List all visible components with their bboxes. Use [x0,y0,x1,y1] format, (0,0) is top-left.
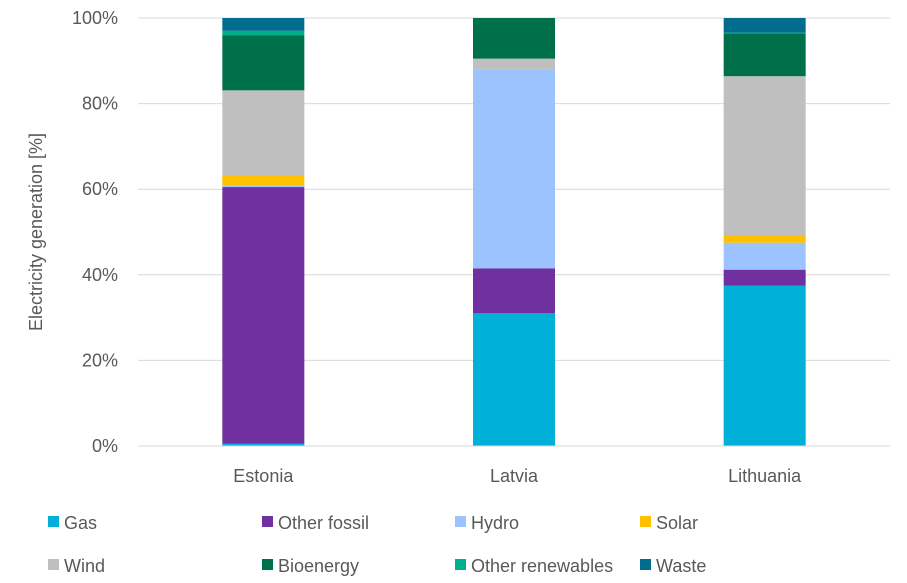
bar-segment-gas [723,285,806,446]
bar-segment-wind [222,90,305,176]
bar-segment-other-renewables [222,30,305,36]
legend-item-hydro: Hydro [455,513,519,533]
legend-label: Waste [656,556,706,576]
bar-stack-latvia [473,18,555,446]
bar-segment-hydro [222,185,305,188]
legend-item-gas: Gas [48,513,97,533]
bar-segment-bioenergy [222,35,305,91]
x-axis-tick-labels: Estonia Latvia Lithuania [233,466,802,486]
legend: Gas Other fossil Hydro Solar Wind Bioenergy Ot… [48,513,706,576]
legend-label: Wind [64,556,105,576]
bar-segment-solar [222,175,305,186]
legend-item-wind: Wind [48,556,105,576]
x-tick-label: Lithuania [728,466,802,486]
legend-label: Other renewables [471,556,613,576]
bar-segment-hydro [723,242,806,270]
legend-label: Hydro [471,513,519,533]
bar-stack-lithuania [723,18,806,446]
bar-stack-estonia [222,18,305,446]
legend-swatch [640,516,651,527]
legend-label: Bioenergy [278,556,359,576]
bar-segment-other-fossil [473,268,555,314]
legend-item-bioenergy: Bioenergy [262,556,359,576]
legend-label: Solar [656,513,698,533]
bar-segment-other-fossil [723,269,806,286]
legend-swatch [262,559,273,570]
bar-segment-bioenergy [473,18,555,59]
legend-swatch [262,516,273,527]
legend-item-other-renewables: Other renewables [455,556,613,576]
bars [222,18,806,446]
bar-segment-other-renewables [723,32,806,34]
legend-item-solar: Solar [640,513,698,533]
bar-segment-gas [222,443,305,446]
bar-segment-bioenergy [723,33,806,77]
y-axis-title: Electricity generation [%] [26,133,46,331]
x-tick-label: Latvia [490,466,539,486]
x-tick-label: Estonia [233,466,294,486]
y-tick-label: 40% [82,265,118,285]
y-tick-label: 80% [82,94,118,114]
legend-swatch [640,559,651,570]
bar-segment-waste [222,18,305,31]
legend-swatch [48,516,59,527]
legend-swatch [455,559,466,570]
bar-segment-gas [473,313,555,446]
y-tick-label: 60% [82,179,118,199]
legend-item-other-fossil: Other fossil [262,513,369,533]
legend-label: Gas [64,513,97,533]
bar-segment-hydro [473,69,555,269]
bar-segment-wind [723,76,806,235]
y-tick-label: 20% [82,350,118,370]
legend-swatch [48,559,59,570]
y-tick-label: 0% [92,436,118,456]
y-tick-label: 100% [72,8,118,28]
legend-swatch [455,516,466,527]
legend-item-waste: Waste [640,556,706,576]
legend-label: Other fossil [278,513,369,533]
bar-segment-wind [473,58,555,70]
y-axis-tick-labels: 0% 20% 40% 60% 80% 100% [72,8,118,456]
bar-segment-other-fossil [222,187,305,444]
bar-segment-solar [723,234,806,243]
bar-segment-waste [723,18,806,33]
